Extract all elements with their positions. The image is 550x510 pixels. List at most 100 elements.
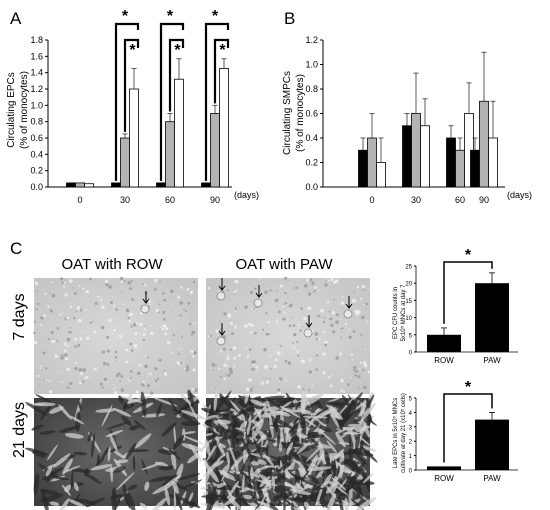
micrograph-cell xyxy=(306,466,332,471)
chart-c2-significance-star: * xyxy=(465,379,472,396)
micrograph-cell xyxy=(105,282,109,287)
micrograph-cell xyxy=(164,333,168,336)
micrograph-cell xyxy=(85,473,102,485)
micrograph-cell xyxy=(307,474,320,484)
micrograph-cell xyxy=(339,406,357,427)
micrograph-cell xyxy=(149,475,175,483)
micrograph-cell xyxy=(181,421,201,426)
micrograph-cell xyxy=(72,316,76,320)
chart-c2-bar xyxy=(427,466,461,470)
micrograph-cell xyxy=(192,368,196,372)
micrograph-cell xyxy=(298,422,302,444)
micrograph-cell xyxy=(128,319,131,323)
micrograph-cell xyxy=(329,384,333,387)
micrograph-cell xyxy=(34,281,39,285)
micrograph-cell xyxy=(133,358,136,360)
micrograph-cell xyxy=(233,471,242,487)
micrograph-cell xyxy=(130,349,134,352)
micrograph-cell xyxy=(289,488,312,495)
chart-c2-xtick-label: ROW xyxy=(434,474,454,483)
micrograph-cell xyxy=(69,326,72,329)
micrograph-cell xyxy=(47,305,50,308)
micrograph-cell xyxy=(127,492,136,510)
micrograph-cell xyxy=(144,355,147,357)
micrograph-cell xyxy=(348,392,363,411)
micrograph-cell xyxy=(78,375,80,377)
micrograph-cell xyxy=(238,497,253,503)
micrograph-cell xyxy=(209,334,213,338)
micrograph-cell xyxy=(59,277,64,281)
micrograph-cell xyxy=(276,318,278,320)
micrograph-cell xyxy=(289,282,291,284)
micrograph-cell xyxy=(116,472,135,491)
micrograph-cell xyxy=(82,368,87,372)
micrograph-cell xyxy=(248,378,252,382)
micrograph-cell xyxy=(353,290,355,293)
micrograph-cell xyxy=(360,399,367,416)
micrograph-cell xyxy=(263,347,267,352)
micrograph-cell xyxy=(331,311,336,315)
micrograph-cell xyxy=(32,450,47,458)
micrograph-cell xyxy=(249,388,253,392)
micrograph-cell xyxy=(350,377,352,379)
micrograph-cell xyxy=(79,381,83,385)
chart-a-bar xyxy=(174,78,184,188)
micrograph-cell xyxy=(74,366,78,371)
micrograph-cell xyxy=(251,360,255,364)
micrograph-cell xyxy=(363,385,367,390)
micrograph-cell xyxy=(233,328,236,331)
micrograph-cell xyxy=(340,388,344,392)
micrograph-cell xyxy=(177,473,200,481)
micrograph-cell xyxy=(61,381,64,384)
micrograph-cell xyxy=(31,424,44,431)
micrograph-cell xyxy=(362,472,374,484)
micrograph-cell xyxy=(329,317,333,321)
micrograph-cell xyxy=(228,480,240,498)
micrograph-cell xyxy=(191,330,196,334)
chart-c2-bar xyxy=(475,419,509,470)
chart-a-significance-star: * xyxy=(167,8,174,25)
micrograph-cell xyxy=(342,390,345,393)
micrograph-cell xyxy=(249,348,252,351)
micrograph-cell xyxy=(138,364,142,367)
chart-a-ytick-label: 0.4 xyxy=(30,149,43,159)
micrograph-background xyxy=(206,278,370,394)
micrograph-cell xyxy=(226,451,230,466)
micrograph-cell xyxy=(42,351,46,355)
micrograph-cell xyxy=(123,403,135,410)
micrograph-cell xyxy=(295,286,298,289)
micrograph-cell xyxy=(45,379,48,382)
micrograph-cell xyxy=(141,459,148,475)
chart-c1-ylabel-2: 5x10⁵ MNCs at day 7 xyxy=(400,284,407,342)
chart-b-ytick-label: 0.2 xyxy=(305,158,318,168)
micrograph-cell xyxy=(216,453,226,461)
micrograph-cell xyxy=(177,295,181,299)
chart-a-bar xyxy=(66,182,76,188)
micrograph-cell xyxy=(325,279,328,283)
micrograph-cell xyxy=(157,377,160,381)
micrograph-cell xyxy=(74,345,77,348)
micrograph-cell xyxy=(322,320,326,324)
micrograph-cell xyxy=(330,412,340,429)
micrograph-cell xyxy=(276,320,279,323)
micrograph-cell xyxy=(95,408,116,413)
micrograph-cell xyxy=(146,375,149,378)
micrograph-cell xyxy=(125,308,130,313)
micrograph-cell xyxy=(277,455,281,466)
micrograph-cell xyxy=(144,364,148,369)
micrograph-cell xyxy=(227,288,230,291)
micrograph-cell xyxy=(133,343,138,348)
micrograph-cell xyxy=(269,289,272,292)
micrograph-cell xyxy=(364,364,368,368)
chart-c2-ylabel: Late EPCs in 5x10⁵ MNCs xyxy=(392,398,399,469)
micrograph-cell xyxy=(279,284,283,288)
micrograph-cell xyxy=(274,298,279,303)
micrograph-cell xyxy=(284,291,287,295)
micrograph-cell xyxy=(308,480,317,505)
micrograph-cell xyxy=(304,283,308,288)
micrograph-cell xyxy=(356,310,361,315)
micrograph-cell xyxy=(226,355,228,357)
micrograph-cell xyxy=(101,305,105,310)
micrograph-cell xyxy=(260,465,269,471)
micrograph-cell xyxy=(44,292,47,295)
